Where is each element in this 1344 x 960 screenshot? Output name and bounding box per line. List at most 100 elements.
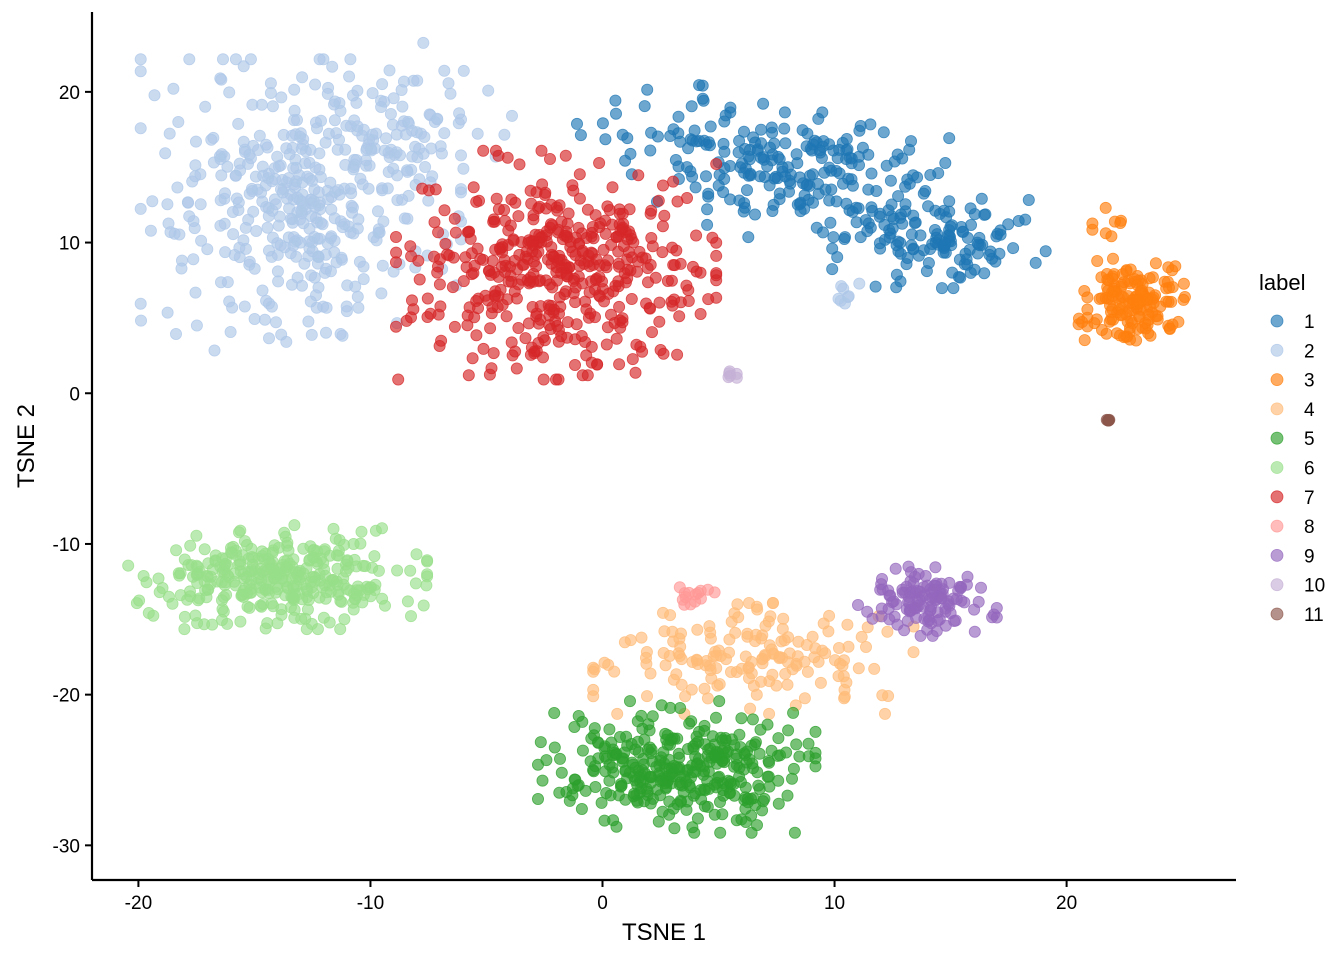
point: [817, 135, 830, 148]
point: [638, 100, 651, 113]
point: [559, 149, 572, 162]
point: [532, 317, 545, 330]
point: [446, 281, 459, 294]
point: [338, 613, 351, 626]
point: [667, 802, 680, 815]
point: [218, 192, 231, 205]
point: [489, 144, 502, 157]
point: [303, 156, 316, 169]
point: [355, 525, 368, 538]
point: [652, 194, 665, 207]
point: [882, 690, 895, 703]
point: [534, 736, 547, 749]
point: [305, 617, 318, 630]
point: [488, 215, 501, 228]
point: [653, 296, 666, 309]
point: [402, 189, 415, 202]
point: [694, 307, 707, 320]
point: [366, 87, 379, 100]
point: [681, 161, 694, 174]
point: [772, 732, 785, 745]
point: [751, 766, 764, 779]
point: [555, 215, 568, 228]
point: [214, 153, 227, 166]
point: [763, 756, 776, 769]
point: [782, 724, 795, 737]
point: [555, 330, 568, 343]
point: [864, 118, 877, 131]
point: [1093, 292, 1106, 305]
point: [269, 316, 282, 329]
point: [600, 787, 613, 800]
point: [275, 91, 288, 104]
point: [741, 745, 754, 758]
point: [657, 647, 670, 660]
point: [599, 133, 612, 146]
point: [747, 131, 760, 144]
point: [666, 299, 679, 312]
point: [840, 132, 853, 145]
point: [262, 332, 275, 345]
point: [607, 766, 620, 779]
point: [924, 168, 937, 181]
point: [788, 826, 801, 839]
point: [529, 228, 542, 241]
point: [319, 326, 332, 339]
point: [624, 634, 637, 647]
point: [1151, 313, 1164, 326]
point: [360, 159, 373, 172]
point: [724, 775, 737, 788]
point: [613, 207, 626, 220]
point: [661, 738, 674, 751]
point: [671, 732, 684, 745]
point: [814, 676, 827, 689]
point: [735, 662, 748, 675]
point: [134, 202, 147, 215]
point: [172, 116, 185, 129]
legend-label: 3: [1304, 371, 1315, 392]
point: [256, 284, 269, 297]
point: [314, 216, 327, 229]
point: [272, 219, 285, 232]
legend-label: 8: [1304, 517, 1315, 538]
point: [297, 542, 310, 555]
point: [346, 89, 359, 102]
point: [742, 169, 755, 182]
point: [605, 736, 618, 749]
point: [462, 369, 475, 382]
point: [750, 600, 763, 613]
point: [656, 220, 669, 233]
point: [250, 224, 263, 237]
point: [161, 198, 174, 211]
point: [683, 717, 696, 730]
point: [1116, 308, 1129, 321]
point: [661, 274, 674, 287]
point: [146, 195, 159, 208]
point: [765, 121, 778, 134]
point: [602, 658, 615, 671]
point: [936, 282, 949, 295]
point: [464, 232, 477, 245]
x-tick-label: 10: [824, 893, 845, 914]
point: [790, 738, 803, 751]
series-2: [134, 36, 866, 357]
point: [512, 210, 525, 223]
point: [232, 203, 245, 216]
point: [905, 228, 918, 241]
point: [690, 135, 703, 148]
point: [214, 72, 227, 85]
point: [732, 146, 745, 159]
point: [347, 538, 360, 551]
point: [778, 122, 791, 135]
point: [428, 216, 441, 229]
point: [134, 53, 147, 66]
point: [466, 352, 479, 365]
legend-key: [1270, 549, 1284, 562]
point: [234, 615, 247, 628]
point: [217, 591, 230, 604]
point: [609, 94, 622, 107]
point: [566, 179, 579, 192]
point: [426, 170, 439, 183]
point: [600, 261, 613, 274]
point: [237, 60, 250, 73]
